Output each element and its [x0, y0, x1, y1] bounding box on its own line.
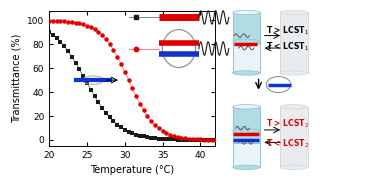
Text: T < LCST$_1$: T < LCST$_1$	[266, 40, 309, 53]
Ellipse shape	[232, 71, 260, 75]
Bar	[232, 143, 260, 167]
Bar	[280, 107, 308, 167]
Ellipse shape	[280, 10, 308, 15]
X-axis label: Temperature (°C): Temperature (°C)	[90, 165, 174, 175]
Ellipse shape	[232, 165, 260, 169]
Ellipse shape	[232, 129, 260, 133]
Y-axis label: Transmittance (%): Transmittance (%)	[11, 34, 22, 123]
Ellipse shape	[232, 105, 260, 109]
Bar	[280, 12, 308, 73]
Ellipse shape	[280, 71, 308, 75]
Text: T > LCST$_2$: T > LCST$_2$	[266, 117, 309, 130]
Bar	[232, 107, 260, 143]
Ellipse shape	[280, 105, 308, 109]
Bar	[232, 44, 260, 73]
Text: T > LCST$_1$: T > LCST$_1$	[266, 24, 309, 36]
Text: T < LCST$_2$: T < LCST$_2$	[266, 137, 309, 150]
Ellipse shape	[280, 165, 308, 169]
Ellipse shape	[232, 10, 260, 15]
Ellipse shape	[232, 39, 260, 44]
Bar	[232, 12, 260, 44]
